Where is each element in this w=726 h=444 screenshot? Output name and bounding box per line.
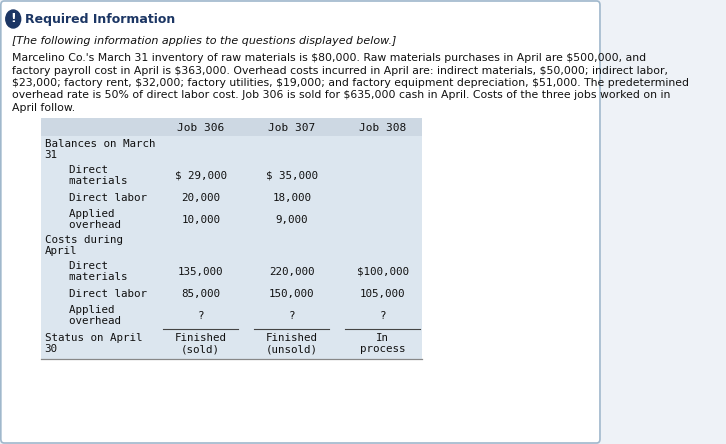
Text: \$100,000: \$100,000 bbox=[356, 266, 409, 277]
Text: Direct labor: Direct labor bbox=[57, 193, 147, 202]
Text: !: ! bbox=[10, 12, 16, 25]
Text: 9,000: 9,000 bbox=[275, 214, 308, 225]
Text: Balances on March
31: Balances on March 31 bbox=[45, 139, 155, 160]
Text: In
process: In process bbox=[360, 333, 406, 354]
Text: 18,000: 18,000 bbox=[272, 193, 311, 202]
Text: overhead rate is 50% of direct labor cost. Job 306 is sold for \$635,000 cash in: overhead rate is 50% of direct labor cos… bbox=[12, 91, 670, 100]
Text: Finished
(unsold): Finished (unsold) bbox=[266, 333, 318, 354]
Text: 85,000: 85,000 bbox=[182, 289, 220, 298]
Text: \$ 35,000: \$ 35,000 bbox=[266, 170, 318, 181]
Text: Applied
  overhead: Applied overhead bbox=[57, 305, 121, 326]
Text: Job 307: Job 307 bbox=[268, 123, 315, 132]
Text: \$23,000; factory rent, \$32,000; factory utilities, \$19,000; and factory equip: \$23,000; factory rent, \$32,000; factor… bbox=[12, 78, 688, 88]
Text: ?: ? bbox=[288, 310, 295, 321]
Text: \$ 29,000: \$ 29,000 bbox=[175, 170, 227, 181]
Text: Direct
  materials: Direct materials bbox=[57, 261, 128, 282]
Text: 220,000: 220,000 bbox=[269, 266, 314, 277]
FancyBboxPatch shape bbox=[41, 136, 422, 358]
Text: 135,000: 135,000 bbox=[178, 266, 224, 277]
Text: factory payroll cost in April is \$363,000. Overhead costs incurred in April are: factory payroll cost in April is \$363,0… bbox=[12, 66, 668, 75]
Text: Finished
(sold): Finished (sold) bbox=[175, 333, 227, 354]
Text: Costs during
April: Costs during April bbox=[45, 235, 123, 256]
Text: 105,000: 105,000 bbox=[360, 289, 406, 298]
Text: Required Information: Required Information bbox=[25, 12, 175, 25]
Text: Job 308: Job 308 bbox=[359, 123, 407, 132]
Circle shape bbox=[6, 10, 20, 28]
Text: 150,000: 150,000 bbox=[269, 289, 314, 298]
Text: Applied
  overhead: Applied overhead bbox=[57, 209, 121, 230]
Text: ?: ? bbox=[197, 310, 204, 321]
FancyBboxPatch shape bbox=[1, 1, 600, 443]
Text: 20,000: 20,000 bbox=[182, 193, 220, 202]
Text: 10,000: 10,000 bbox=[182, 214, 220, 225]
Text: Status on April
30: Status on April 30 bbox=[45, 333, 142, 354]
FancyBboxPatch shape bbox=[41, 119, 422, 136]
Text: Job 306: Job 306 bbox=[177, 123, 224, 132]
Text: April follow.: April follow. bbox=[12, 103, 75, 113]
Text: [The following information applies to the questions displayed below.]: [The following information applies to th… bbox=[12, 36, 396, 46]
Text: Direct
  materials: Direct materials bbox=[57, 165, 128, 186]
Text: ?: ? bbox=[380, 310, 386, 321]
Text: Marcelino Co.'s March 31 inventory of raw materials is \$80,000. Raw materials p: Marcelino Co.'s March 31 inventory of ra… bbox=[12, 53, 645, 63]
Text: Direct labor: Direct labor bbox=[57, 289, 147, 298]
